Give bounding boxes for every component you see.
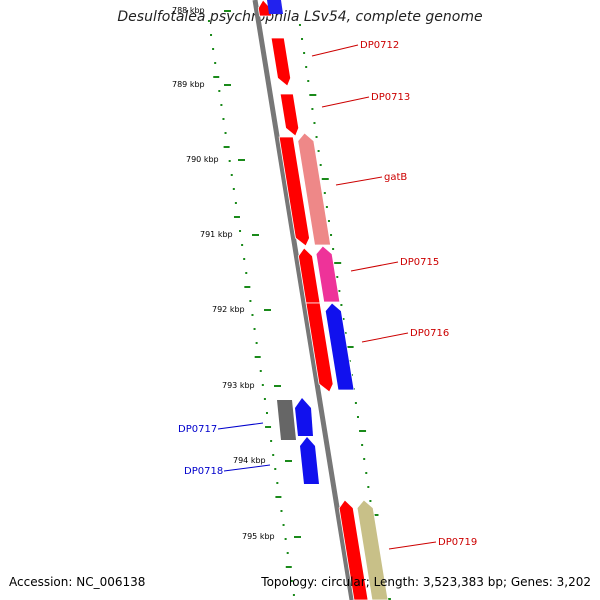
genome-backbone <box>252 0 355 600</box>
tick-label: 791 kbp <box>200 230 233 239</box>
genome-summary: Topology: circular; Length: 3,523,383 bp… <box>261 575 591 589</box>
length-label: Length: <box>373 575 420 589</box>
genes-label: Genes: <box>510 575 553 589</box>
tick-label: 788 kbp <box>172 6 205 15</box>
label-leader <box>223 464 271 472</box>
feature-dp0715 <box>315 245 341 303</box>
gene-label-dp0716: DP0716 <box>410 328 449 339</box>
tick-mark <box>274 385 281 387</box>
gene-label-dp0719: DP0719 <box>438 537 477 548</box>
topology-value: circular <box>321 575 366 589</box>
tick-mark <box>264 309 271 311</box>
tick-mark <box>294 536 301 538</box>
gene-label-dp0718: DP0718 <box>184 466 223 477</box>
feature-red-block <box>278 136 310 247</box>
label-leader <box>361 332 409 343</box>
tick-mark <box>252 234 259 236</box>
label-leader <box>311 44 359 57</box>
feature-gatb <box>297 132 332 246</box>
tick-mark <box>224 84 231 86</box>
length-value: 3,523,383 bp <box>422 575 503 589</box>
feature-dp0712 <box>270 37 292 87</box>
gene-label-dp0713: DP0713 <box>371 92 410 103</box>
gene-label-gatb: gatB <box>384 172 407 183</box>
accession-info: Accession: NC_006138 <box>9 575 145 589</box>
label-leader <box>350 261 399 272</box>
label-leader <box>335 176 383 186</box>
tick-mark <box>285 460 292 462</box>
tick-ring-left <box>207 20 295 596</box>
gene-label-dp0712: DP0712 <box>360 40 399 51</box>
feature-dp0716 <box>324 302 355 391</box>
tick-label: 793 kbp <box>222 381 255 390</box>
gene-label-dp0717: DP0717 <box>178 424 217 435</box>
tick-label: 792 kbp <box>212 305 245 314</box>
tick-label: 795 kbp <box>242 532 275 541</box>
tick-label: 789 kbp <box>172 80 205 89</box>
feature-dp0718 <box>295 398 313 436</box>
genes-value: 3,202 <box>556 575 591 589</box>
kbp-ticks: 788 kbp 789 kbp 790 kbp 791 kbp 792 kbp 793 k… <box>172 6 301 541</box>
tick-label: 790 kbp <box>186 155 219 164</box>
tick-mark <box>224 10 231 12</box>
topology-label: Topology: <box>261 575 318 589</box>
feature-labels: DP0712 DP0713 gatB DP0715 DP0716 DP0717 DP0718… <box>178 40 477 550</box>
feature-dp0719 <box>356 499 389 600</box>
accession-value: NC_006138 <box>76 575 146 589</box>
tick-mark <box>238 159 245 161</box>
feature-dp0717 <box>277 400 296 440</box>
feature-tracks <box>257 0 389 600</box>
gene-label-dp0715: DP0715 <box>400 257 439 268</box>
accession-label: Accession: <box>9 575 73 589</box>
label-leader <box>388 541 437 550</box>
label-leader <box>321 96 370 108</box>
feature-dp0713 <box>279 93 300 137</box>
label-leader <box>217 422 264 430</box>
tick-label: 794 kbp <box>233 456 266 465</box>
